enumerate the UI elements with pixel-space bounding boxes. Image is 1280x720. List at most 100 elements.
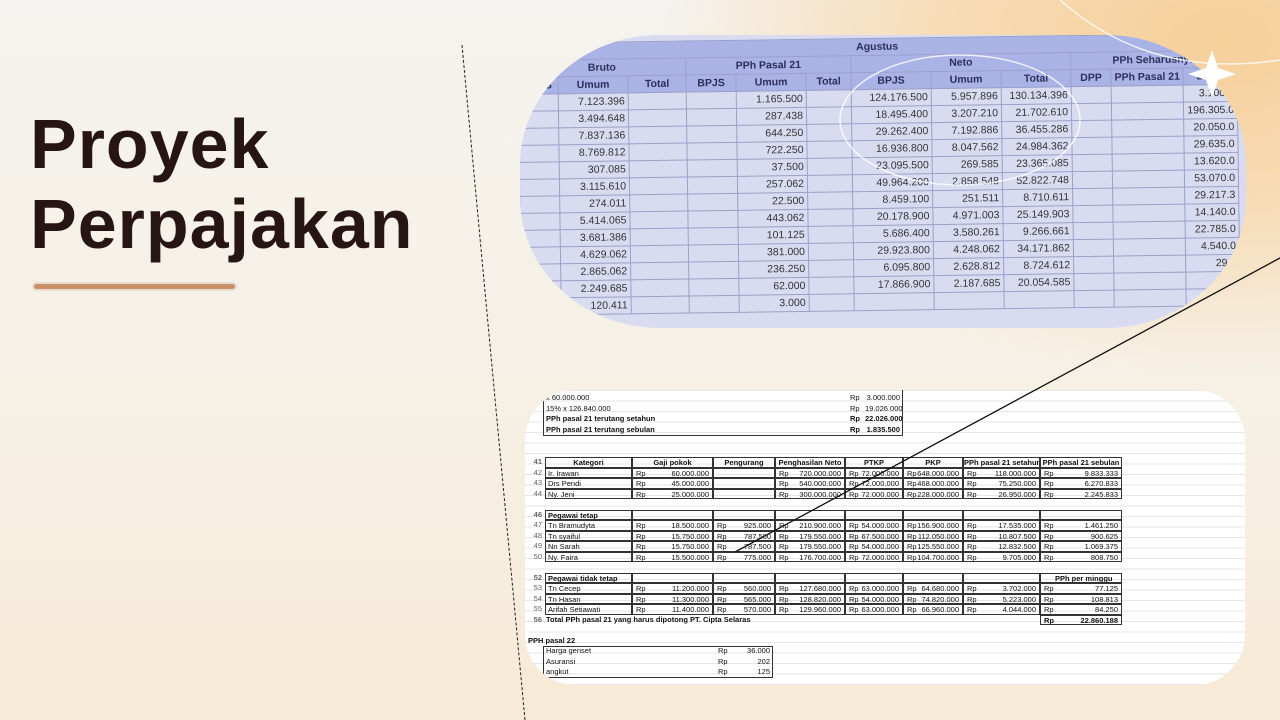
row-number: 49: [533, 541, 542, 550]
cell: [629, 211, 689, 229]
cell-value: 127.680.000: [799, 584, 841, 593]
cell: 3.000: [739, 294, 810, 313]
cell-value: 1.461.250: [1084, 521, 1118, 530]
cell: 8.459.100: [852, 190, 933, 209]
currency: Rp: [849, 479, 859, 488]
money-cell: Rp 540.000.000: [775, 478, 845, 489]
cell: [1186, 288, 1241, 307]
money-cell: Rp 10.807.500: [963, 530, 1040, 541]
cell: [629, 160, 688, 178]
currency: Rp: [718, 667, 728, 676]
cell: 29.635.0: [1184, 135, 1239, 154]
row-number: 56: [533, 614, 542, 624]
currency: Rp: [636, 479, 646, 488]
sheet-row: 47 Tn Bramudyta Rp 18.500.000 Rp 925.000 Rp 210…: [525, 520, 1245, 531]
currency: Rp: [1044, 615, 1054, 625]
money-cell: Rp 63.000.000: [845, 604, 903, 615]
currency: Rp: [1044, 479, 1054, 488]
cell: [806, 123, 852, 142]
cell: [854, 292, 935, 311]
cell-value: 5.223.000: [1002, 594, 1036, 604]
cell: 14.140.0: [1185, 203, 1240, 222]
pph22-title: PPH pasal 22: [528, 635, 576, 645]
cell-text: Tn Cecep: [548, 584, 581, 593]
sheet-row: angkut Rp 125: [525, 667, 1245, 678]
column-header: Total: [627, 75, 687, 93]
cell: [1111, 119, 1185, 138]
cell-value: 17.535.000: [998, 521, 1036, 530]
cell-value: 129.960.000: [799, 605, 841, 614]
cell-value: 18.500.000: [671, 521, 709, 530]
row-number: 53: [533, 583, 542, 592]
currency: Rp: [907, 594, 917, 604]
money-cell: Rp 5.223.000: [963, 593, 1040, 604]
cell: [686, 125, 737, 144]
money-cell: Rp 66.960.000: [903, 604, 963, 615]
money-cell: Rp 176.700.000: [775, 551, 845, 562]
money-cell: Rp 468.000.000: [903, 478, 963, 489]
cell-value: 77.125: [1095, 584, 1118, 593]
money-cell: Rp 77.125: [1040, 583, 1122, 594]
money-cell: Rp 179.550.000: [775, 541, 845, 552]
sheet-row: 48 Tn syaiful Rp 15.750.000 Rp 787.500 Rp 179.5…: [525, 530, 1245, 541]
cell: 37.500: [737, 158, 808, 177]
cell-value: 15.750.000: [671, 531, 709, 541]
cell: [628, 92, 687, 110]
currency: Rp: [849, 552, 859, 562]
cell-value: 72.000.000: [861, 479, 899, 488]
cell-value: 128.820.000: [799, 594, 841, 604]
sheet-row: 44 Ny. Jeni Rp 25.000.000 Rp 300.000.000 Rp 72.…: [525, 488, 1245, 499]
currency: Rp: [779, 542, 789, 551]
column-header: Total: [1000, 69, 1072, 88]
sheet-row: 56 Total PPh pasal 21 yang harus dipotong…: [525, 614, 1245, 625]
cell: [630, 262, 689, 280]
cell: [807, 157, 853, 176]
money-cell: Rp 104.700.000: [903, 551, 963, 562]
cell: [686, 142, 738, 161]
cell: [1113, 221, 1186, 240]
cell-value: 15.750.000: [671, 542, 709, 551]
cell: [808, 242, 854, 261]
column-header: Umum: [930, 70, 1002, 89]
cell-value: 176.700.000: [799, 552, 841, 562]
currency: Rp: [1044, 584, 1054, 593]
column-header: Pengurang: [713, 457, 775, 468]
cell: [1111, 102, 1185, 121]
cell: [934, 291, 1005, 310]
cell-value: 11.200.000: [672, 584, 709, 593]
money-cell: Rp 11.400.000: [632, 604, 713, 615]
cell: [807, 208, 854, 227]
sheet-row: 50 Ny. Faira Rp 15.500.000 Rp 775.000 Rp 176.70…: [525, 551, 1245, 562]
employee-name: Ny. Jeni: [545, 488, 632, 499]
cell-value: 15.500.000: [671, 552, 709, 562]
cell: [520, 178, 560, 197]
cell-text: Arifah Setiawati: [548, 605, 601, 614]
money-cell: Rp 74.820.000: [903, 593, 963, 604]
cell-value: 112.050.000: [917, 531, 959, 541]
cell-value: 66.960.000: [921, 605, 959, 614]
cell-value: 72.000.000: [861, 489, 899, 499]
cell-value: 570.000: [743, 605, 771, 614]
cell: [1071, 103, 1112, 121]
cell: [630, 245, 689, 263]
row-number: 43: [533, 478, 542, 487]
money-cell: Rp 570.000: [713, 604, 775, 615]
money-cell: Rp 179.550.000: [775, 530, 845, 541]
money-cell: Rp 12.832.500: [963, 541, 1040, 552]
currency: Rp: [718, 646, 728, 655]
currency: Rp: [849, 584, 859, 593]
cell-value: 125.550.000: [917, 542, 959, 551]
currency: Rp: [636, 542, 646, 551]
currency: Rp: [779, 594, 789, 604]
cell: [630, 228, 689, 246]
section-note: PPh per minggu: [1055, 573, 1113, 583]
cell: 196.305.0: [1183, 101, 1238, 120]
currency: Rp: [907, 542, 917, 551]
cell-text: PPh pasal 21 setahun: [964, 458, 1040, 467]
money-cell: Rp 720.000.000: [775, 467, 845, 478]
cell: [1186, 271, 1241, 290]
cell-value: 6.270.833: [1084, 479, 1118, 488]
money-cell: Rp 787.500: [713, 530, 775, 541]
cell-value: 565.000: [743, 594, 771, 604]
cell: 23.095.500: [852, 156, 933, 175]
